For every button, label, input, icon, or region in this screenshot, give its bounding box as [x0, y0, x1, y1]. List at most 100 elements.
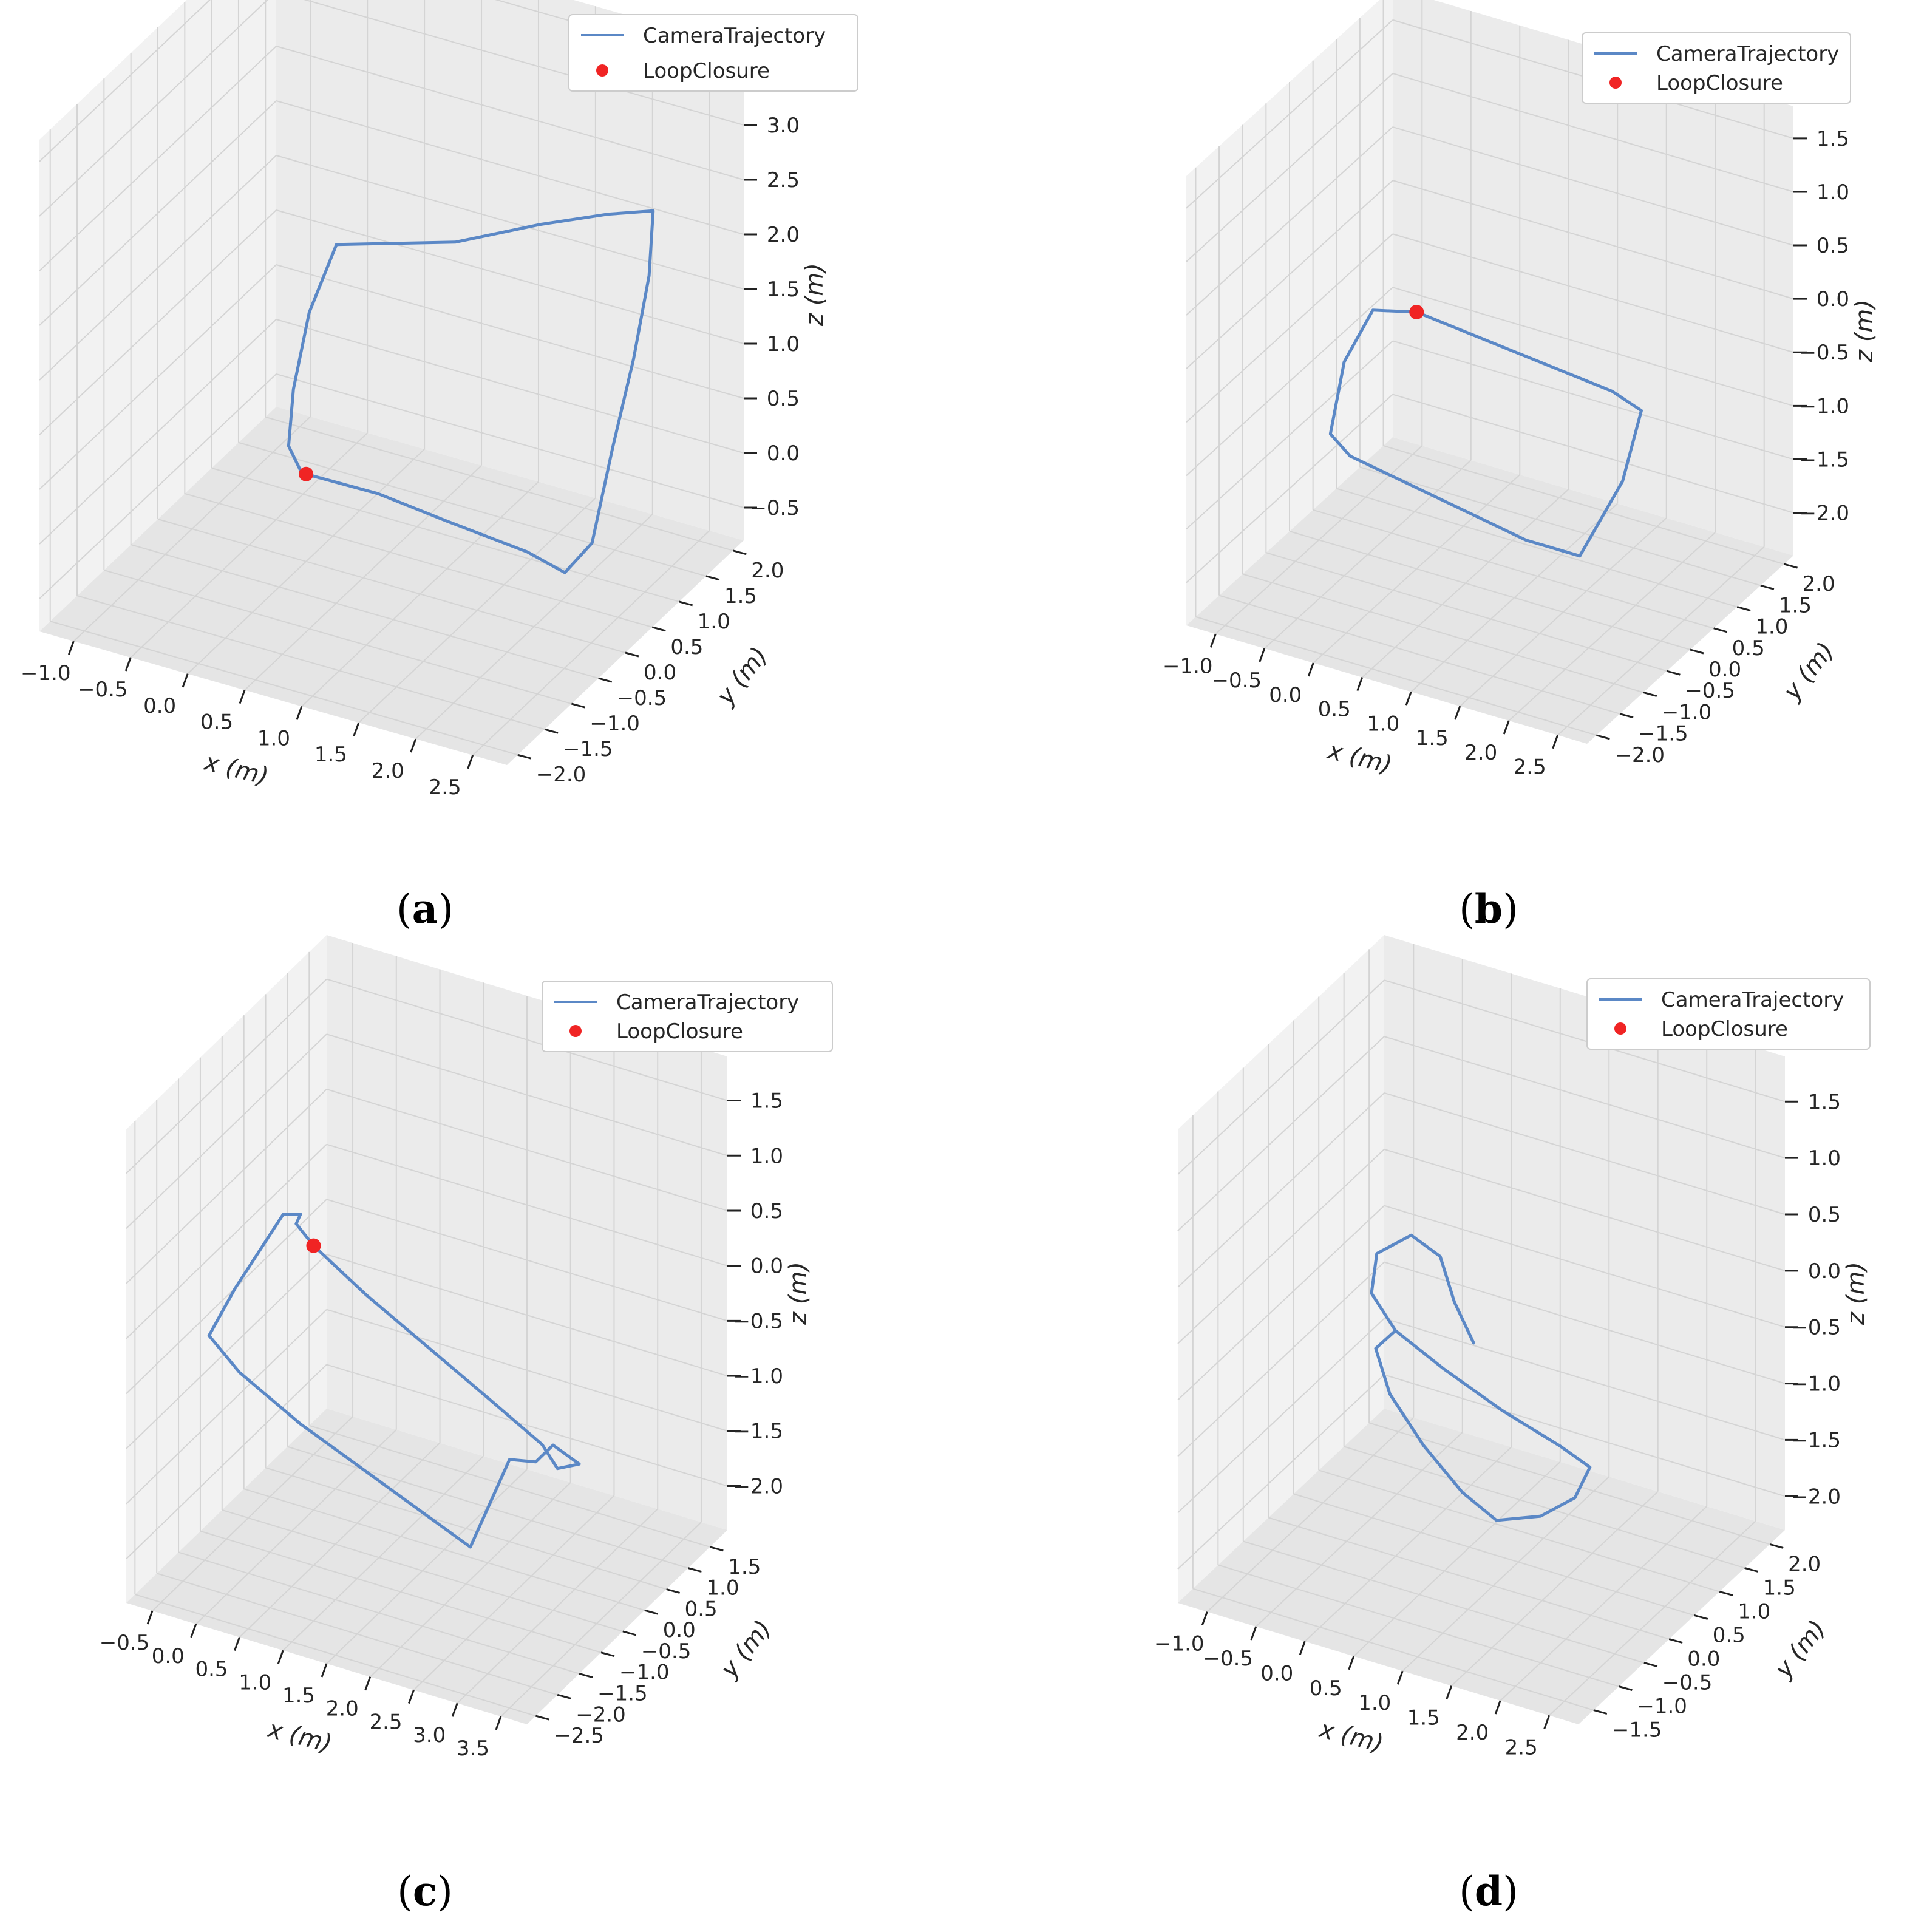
x-tick-mark — [1250, 1626, 1257, 1641]
y-tick-label: 1.0 — [1738, 1599, 1770, 1624]
grid-line — [39, 0, 268, 217]
y-tick-label: −0.5 — [617, 686, 667, 710]
x-tick-mark — [1396, 1670, 1404, 1685]
z-tick-label: −1.0 — [1790, 1372, 1841, 1396]
y-tick-mark — [1643, 692, 1657, 697]
x-tick-mark — [1543, 1715, 1551, 1729]
z-tick-label: −0.5 — [749, 496, 800, 520]
panel-c-panes — [126, 935, 727, 1724]
panel-b-caption-letter: b — [1475, 885, 1503, 933]
grid-line — [276, 155, 744, 290]
y-tick-label: 1.0 — [698, 610, 730, 634]
z-tick-label: 1.0 — [767, 332, 800, 356]
grid-line — [276, 264, 744, 399]
x-tick-label: 1.5 — [314, 743, 347, 767]
grid-line — [413, 1495, 615, 1691]
x-tick-label: 0.5 — [1318, 698, 1351, 722]
grid-line — [326, 1364, 728, 1487]
z-tick-label: −0.5 — [1790, 1316, 1841, 1340]
grid-line — [276, 46, 744, 180]
panel-b-caption-open: ( — [1459, 886, 1475, 933]
x-tick-mark — [1209, 633, 1217, 648]
y-tick-mark — [1666, 670, 1681, 676]
x-tick-mark — [321, 1663, 328, 1678]
panel-b-legend: CameraTrajectory LoopClosure — [1582, 32, 1851, 104]
grid-line — [126, 1364, 327, 1560]
panel-d-legend-frame — [1586, 978, 1871, 1050]
y-tick-mark — [622, 1630, 637, 1636]
grid-line — [276, 373, 744, 508]
x-tick-mark — [239, 690, 246, 704]
y-tick-mark — [544, 728, 559, 734]
panel-c-data — [207, 1213, 581, 1549]
pane-back — [1384, 935, 1785, 1530]
grid-line — [156, 1573, 558, 1696]
grid-line — [222, 1509, 624, 1632]
x-tick-label: 1.5 — [282, 1684, 315, 1708]
y-tick-label: −1.5 — [563, 737, 613, 761]
grid-line — [1384, 1092, 1786, 1215]
y-tick-label: 0.0 — [663, 1618, 696, 1642]
grid-line — [265, 1467, 667, 1590]
grid-line — [1384, 1148, 1786, 1271]
x-tick-label: 3.0 — [413, 1723, 446, 1747]
grid-line — [39, 46, 277, 271]
z-tick-label: −2.0 — [1790, 1485, 1841, 1509]
grid-line — [1186, 19, 1393, 209]
grid-line — [1177, 1205, 1385, 1401]
grid-line — [1186, 233, 1393, 423]
y-tick-mark — [600, 1651, 615, 1658]
grid-line — [238, 441, 707, 577]
grid-line — [500, 1522, 702, 1717]
x-tick-mark — [1503, 720, 1510, 735]
panel-c-ticks: −0.50.00.51.01.52.02.53.03.5−2.5−2.0−1.5… — [100, 1089, 783, 1761]
x-tick-mark — [234, 1637, 240, 1651]
panel-a-caption-close: ) — [438, 886, 454, 933]
grid-line — [126, 1089, 327, 1284]
x-tick-mark — [353, 722, 360, 736]
panel-b-legend-label-loop-closure: LoopClosure — [1656, 71, 1783, 95]
grid-line — [1289, 531, 1691, 650]
z-tick-label: −1.5 — [1790, 1428, 1841, 1452]
z-tick-label: 0.0 — [1817, 287, 1849, 311]
panel-c-caption: (c) — [397, 1868, 453, 1915]
y-tick-label: 0.0 — [1687, 1647, 1720, 1672]
grid-line — [1177, 1036, 1385, 1231]
camera-trajectory-line — [1328, 308, 1643, 558]
grid-line — [1392, 340, 1794, 460]
x-tick-mark — [182, 673, 189, 688]
panel-b: −1.0−0.50.00.51.01.52.02.5 −2.0−1.5−1.0−0… — [1163, 0, 1878, 933]
grid-line — [1256, 1432, 1463, 1627]
panel-a-ticks: −1.0−0.50.00.51.01.52.02.5−2.0−1.5−1.0−0… — [21, 59, 800, 800]
y-tick-mark — [679, 600, 693, 607]
grid-line — [276, 319, 744, 454]
y-tick-label: −1.0 — [619, 1661, 670, 1685]
grid-line — [1344, 1446, 1745, 1569]
grid-line — [126, 1143, 327, 1339]
grid-line — [1392, 393, 1794, 514]
grid-line — [1268, 1517, 1670, 1640]
panel-a-legend-label-trajectory: CameraTrajectory — [643, 24, 826, 48]
grid-line — [39, 264, 277, 490]
y-tick-mark — [1744, 1566, 1759, 1573]
y-tick-mark — [625, 651, 639, 658]
grid-line — [39, 373, 277, 599]
panel-b-x-axis-label: x (m) — [1324, 736, 1395, 780]
y-tick-label: −1.5 — [1638, 722, 1688, 746]
z-tick-label: 1.0 — [1808, 1146, 1841, 1171]
x-tick-mark — [1259, 648, 1266, 662]
y-tick-label: 0.5 — [1732, 636, 1765, 661]
x-tick-mark — [296, 706, 303, 720]
x-tick-label: 2.5 — [369, 1710, 402, 1734]
y-tick-label: 1.0 — [1755, 615, 1788, 639]
grid-line — [243, 1488, 645, 1611]
grid-line — [200, 1530, 602, 1653]
panel-a-caption: (a) — [396, 885, 454, 933]
panel-b-data — [1328, 304, 1643, 558]
y-tick-label: 2.0 — [751, 559, 784, 583]
y-tick-mark — [1694, 1614, 1708, 1620]
z-tick-label: 1.5 — [750, 1089, 783, 1114]
y-tick-label: 0.0 — [1708, 658, 1741, 682]
y-tick-mark — [688, 1567, 702, 1573]
panel-c-legend-dot-marker — [569, 1025, 582, 1037]
